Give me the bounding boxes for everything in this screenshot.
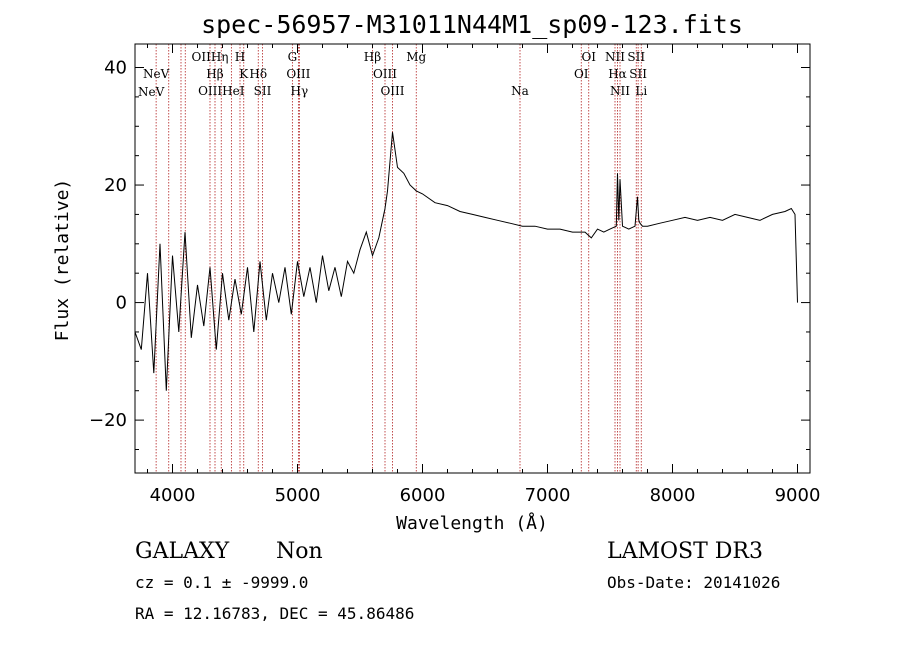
x-tick-label: 9000 xyxy=(775,485,821,506)
line-marker-label: Hδ xyxy=(249,67,267,81)
y-axis-ticks: −20 0 20 40 xyxy=(89,58,810,450)
neV-left-label: NeV xyxy=(138,85,165,99)
line-marker-label: Hγ xyxy=(291,84,309,98)
x-tick-label: 5000 xyxy=(275,485,321,506)
x-tick-label: 4000 xyxy=(150,485,196,506)
line-marker-label: OIII xyxy=(373,67,397,81)
line-marker-label: Li xyxy=(635,84,647,98)
emission-line-labels: NeV OIIHη Hβ OIIIHeI HK Hδ SII G OIII Hγ Hβ OIII OII… xyxy=(143,50,647,98)
line-marker-label: SII xyxy=(627,50,645,64)
line-marker-label: NeV xyxy=(143,67,170,81)
line-marker-label: OI xyxy=(581,50,596,64)
line-marker-label: SII xyxy=(629,67,647,81)
line-marker-label: H xyxy=(235,50,245,64)
line-marker-label: OIII xyxy=(286,67,310,81)
line-marker-label: K xyxy=(239,67,249,81)
y-tick-label: −20 xyxy=(89,410,127,431)
line-marker-label: Mg xyxy=(406,50,426,64)
series-spectrum-line xyxy=(134,132,798,391)
line-marker-label: SII xyxy=(254,84,272,98)
chart-title: spec-56957-M31011N44M1_sp09-123.fits xyxy=(201,10,743,39)
y-axis-label: Flux (relative) xyxy=(52,179,73,342)
subclass-label: Non xyxy=(276,539,323,564)
plot-frame xyxy=(134,43,811,474)
emission-line-markers xyxy=(155,44,642,473)
line-marker-label: G xyxy=(288,50,298,64)
x-axis-label: Wavelength (Å) xyxy=(396,512,548,534)
y-tick-label: 0 xyxy=(116,293,127,314)
x-tick-label: 7000 xyxy=(525,485,571,506)
line-marker-label: Na xyxy=(511,84,529,98)
line-marker-label: OIII xyxy=(380,84,404,98)
line-marker-label: Hβ xyxy=(364,50,381,64)
line-marker-label: Hβ xyxy=(206,67,223,81)
line-marker-label: Hα xyxy=(608,67,627,81)
line-marker-label: OIIHη xyxy=(192,50,229,64)
x-axis-ticks: 4000 5000 6000 7000 8000 9000 xyxy=(147,44,821,506)
class-label: GALAXY xyxy=(135,539,230,564)
cz-label: cz = 0.1 ± -9999.0 xyxy=(135,573,308,592)
coords-label: RA = 12.16783, DEC = 45.86486 xyxy=(135,604,414,623)
line-marker-label: OI xyxy=(574,67,589,81)
y-tick-label: 20 xyxy=(104,175,127,196)
y-tick-label: 40 xyxy=(104,58,127,79)
x-tick-label: 6000 xyxy=(400,485,446,506)
survey-label: LAMOST DR3 xyxy=(607,539,763,564)
obs-date-label: Obs-Date: 20141026 xyxy=(607,573,780,592)
line-marker-label: OIIIHeI xyxy=(198,84,245,98)
line-marker-label: NII xyxy=(605,50,625,64)
x-tick-label: 8000 xyxy=(650,485,696,506)
line-marker-label: NII xyxy=(610,84,630,98)
